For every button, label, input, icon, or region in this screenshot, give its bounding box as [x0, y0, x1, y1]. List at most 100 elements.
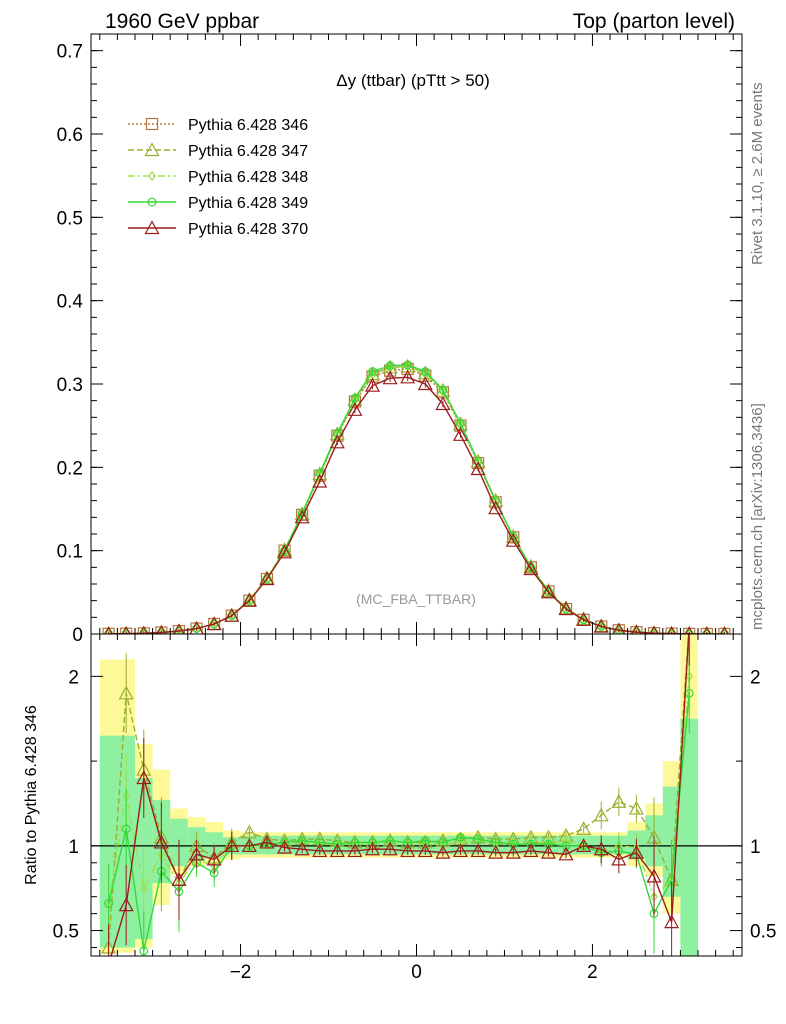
- ratio-point: [315, 838, 325, 847]
- legend-label: Pythia 6.428 348: [188, 169, 308, 186]
- uncertainty-band-green: [680, 718, 699, 956]
- ratio-point: [189, 846, 205, 861]
- ratio-point: [488, 844, 504, 859]
- data-point: [452, 427, 468, 441]
- ratio-point: [312, 843, 328, 858]
- ratio-point: [224, 838, 240, 852]
- y-tick-label: 0.5: [57, 208, 83, 229]
- data-point: [156, 624, 167, 634]
- ratio-point: [611, 794, 627, 808]
- ratio-point: [118, 685, 134, 700]
- ratio-point: [505, 844, 521, 859]
- ratio-point: [403, 838, 413, 847]
- y-tick-label: 0.3: [57, 375, 83, 396]
- legend-label: Pythia 6.428 346: [188, 117, 308, 134]
- ratio-point: [470, 843, 486, 858]
- ratio-point: [241, 824, 257, 839]
- data-point: [505, 532, 521, 547]
- data-point: [277, 544, 293, 559]
- data-point: [122, 628, 130, 634]
- ratio-y-tick-label-right: 1: [750, 837, 761, 858]
- ratio-point: [136, 770, 152, 785]
- data-point: [720, 628, 729, 634]
- ratio-point: [646, 868, 662, 883]
- data-point: [173, 623, 185, 634]
- data-point: [703, 628, 711, 634]
- y-tick-label: 0.4: [57, 292, 84, 313]
- data-point: [435, 396, 451, 411]
- ratio-point: [540, 844, 556, 859]
- ratio-line-3: [110, 634, 690, 956]
- uncertainty-band-green: [99, 735, 135, 948]
- ratio-point: [329, 843, 345, 858]
- mcplots-label: mcplots.cern.ch [arXiv:1306.3436]: [749, 403, 766, 630]
- legend-marker: [144, 142, 160, 157]
- data-point: [241, 592, 257, 607]
- data-point: [259, 571, 275, 586]
- ratio-point: [576, 838, 592, 852]
- ratio-line-2: [107, 693, 690, 952]
- data-point: [488, 500, 504, 515]
- data-point: [315, 469, 324, 480]
- ratio-panel: 0.5 0.5 1 1 2 2 −2 0 2 Ratio to Pythia 6.428 346: [23, 633, 776, 983]
- data-point: [417, 376, 433, 391]
- ratio-y-axis-label: Ratio to Pythia 6.428 346: [23, 705, 40, 885]
- ratio-point: [435, 844, 451, 859]
- ratio-line-1: [107, 676, 690, 906]
- ratio-point: [628, 800, 644, 815]
- x-tick-label: 2: [587, 962, 598, 983]
- data-point: [206, 616, 222, 631]
- data-point: [544, 587, 553, 596]
- data-point: [558, 601, 574, 616]
- legend-label: Pythia 6.428 349: [188, 195, 308, 212]
- rivet-label: Rivet 3.1.10, ≥ 2.6M events: [749, 83, 766, 266]
- data-point: [350, 393, 360, 403]
- data-point: [593, 618, 609, 633]
- ratio-point: [558, 846, 574, 861]
- legend-label: Pythia 6.428 370: [188, 221, 308, 238]
- ratio-point: [593, 807, 609, 822]
- data-point: [420, 367, 430, 376]
- ratio-point: [664, 914, 680, 929]
- data-point: [632, 627, 641, 634]
- y-tick-label: 0.7: [57, 42, 83, 63]
- y-tick-label: 0.6: [57, 125, 83, 146]
- ratio-point: [385, 836, 395, 846]
- ratio-point: [544, 839, 553, 849]
- data-point: [615, 625, 623, 634]
- ratio-point: [153, 834, 169, 849]
- data-point: [439, 386, 447, 397]
- data-point: [347, 402, 363, 416]
- legend-marker: [144, 220, 160, 235]
- main-panel: 0 0.1 0.2 0.3 0.4 0.5 0.6 0.7 Δy (ttbar) (pTtt …: [57, 33, 743, 646]
- data-point: [576, 612, 592, 626]
- data-point: [351, 395, 359, 406]
- data-point: [667, 628, 676, 634]
- data-point: [456, 418, 465, 428]
- ratio-point: [139, 946, 149, 956]
- data-point: [140, 628, 148, 634]
- data-point: [685, 628, 693, 634]
- ratio-point: [576, 821, 592, 835]
- ratio-y-tick-label-right: 2: [750, 667, 761, 688]
- ratio-point: [593, 841, 609, 856]
- ratio-point: [365, 841, 381, 856]
- ratio-point: [121, 824, 131, 834]
- data-point: [667, 625, 677, 634]
- ratio-point: [118, 897, 134, 912]
- data-point: [474, 457, 482, 468]
- ratio-line-0: [107, 634, 690, 948]
- ratio-point: [297, 836, 307, 846]
- data-point: [157, 627, 166, 634]
- data-point: [104, 628, 113, 634]
- y-tick-label: 0: [72, 625, 83, 646]
- ratio-point: [104, 899, 113, 908]
- data-point: [368, 367, 377, 376]
- watermark-label: (MC_FBA_TTBAR): [356, 591, 476, 607]
- ratio-point: [611, 851, 627, 866]
- data-point: [382, 370, 398, 385]
- data-point: [438, 385, 448, 395]
- ratio-point: [561, 841, 571, 851]
- ratio-point: [294, 841, 310, 856]
